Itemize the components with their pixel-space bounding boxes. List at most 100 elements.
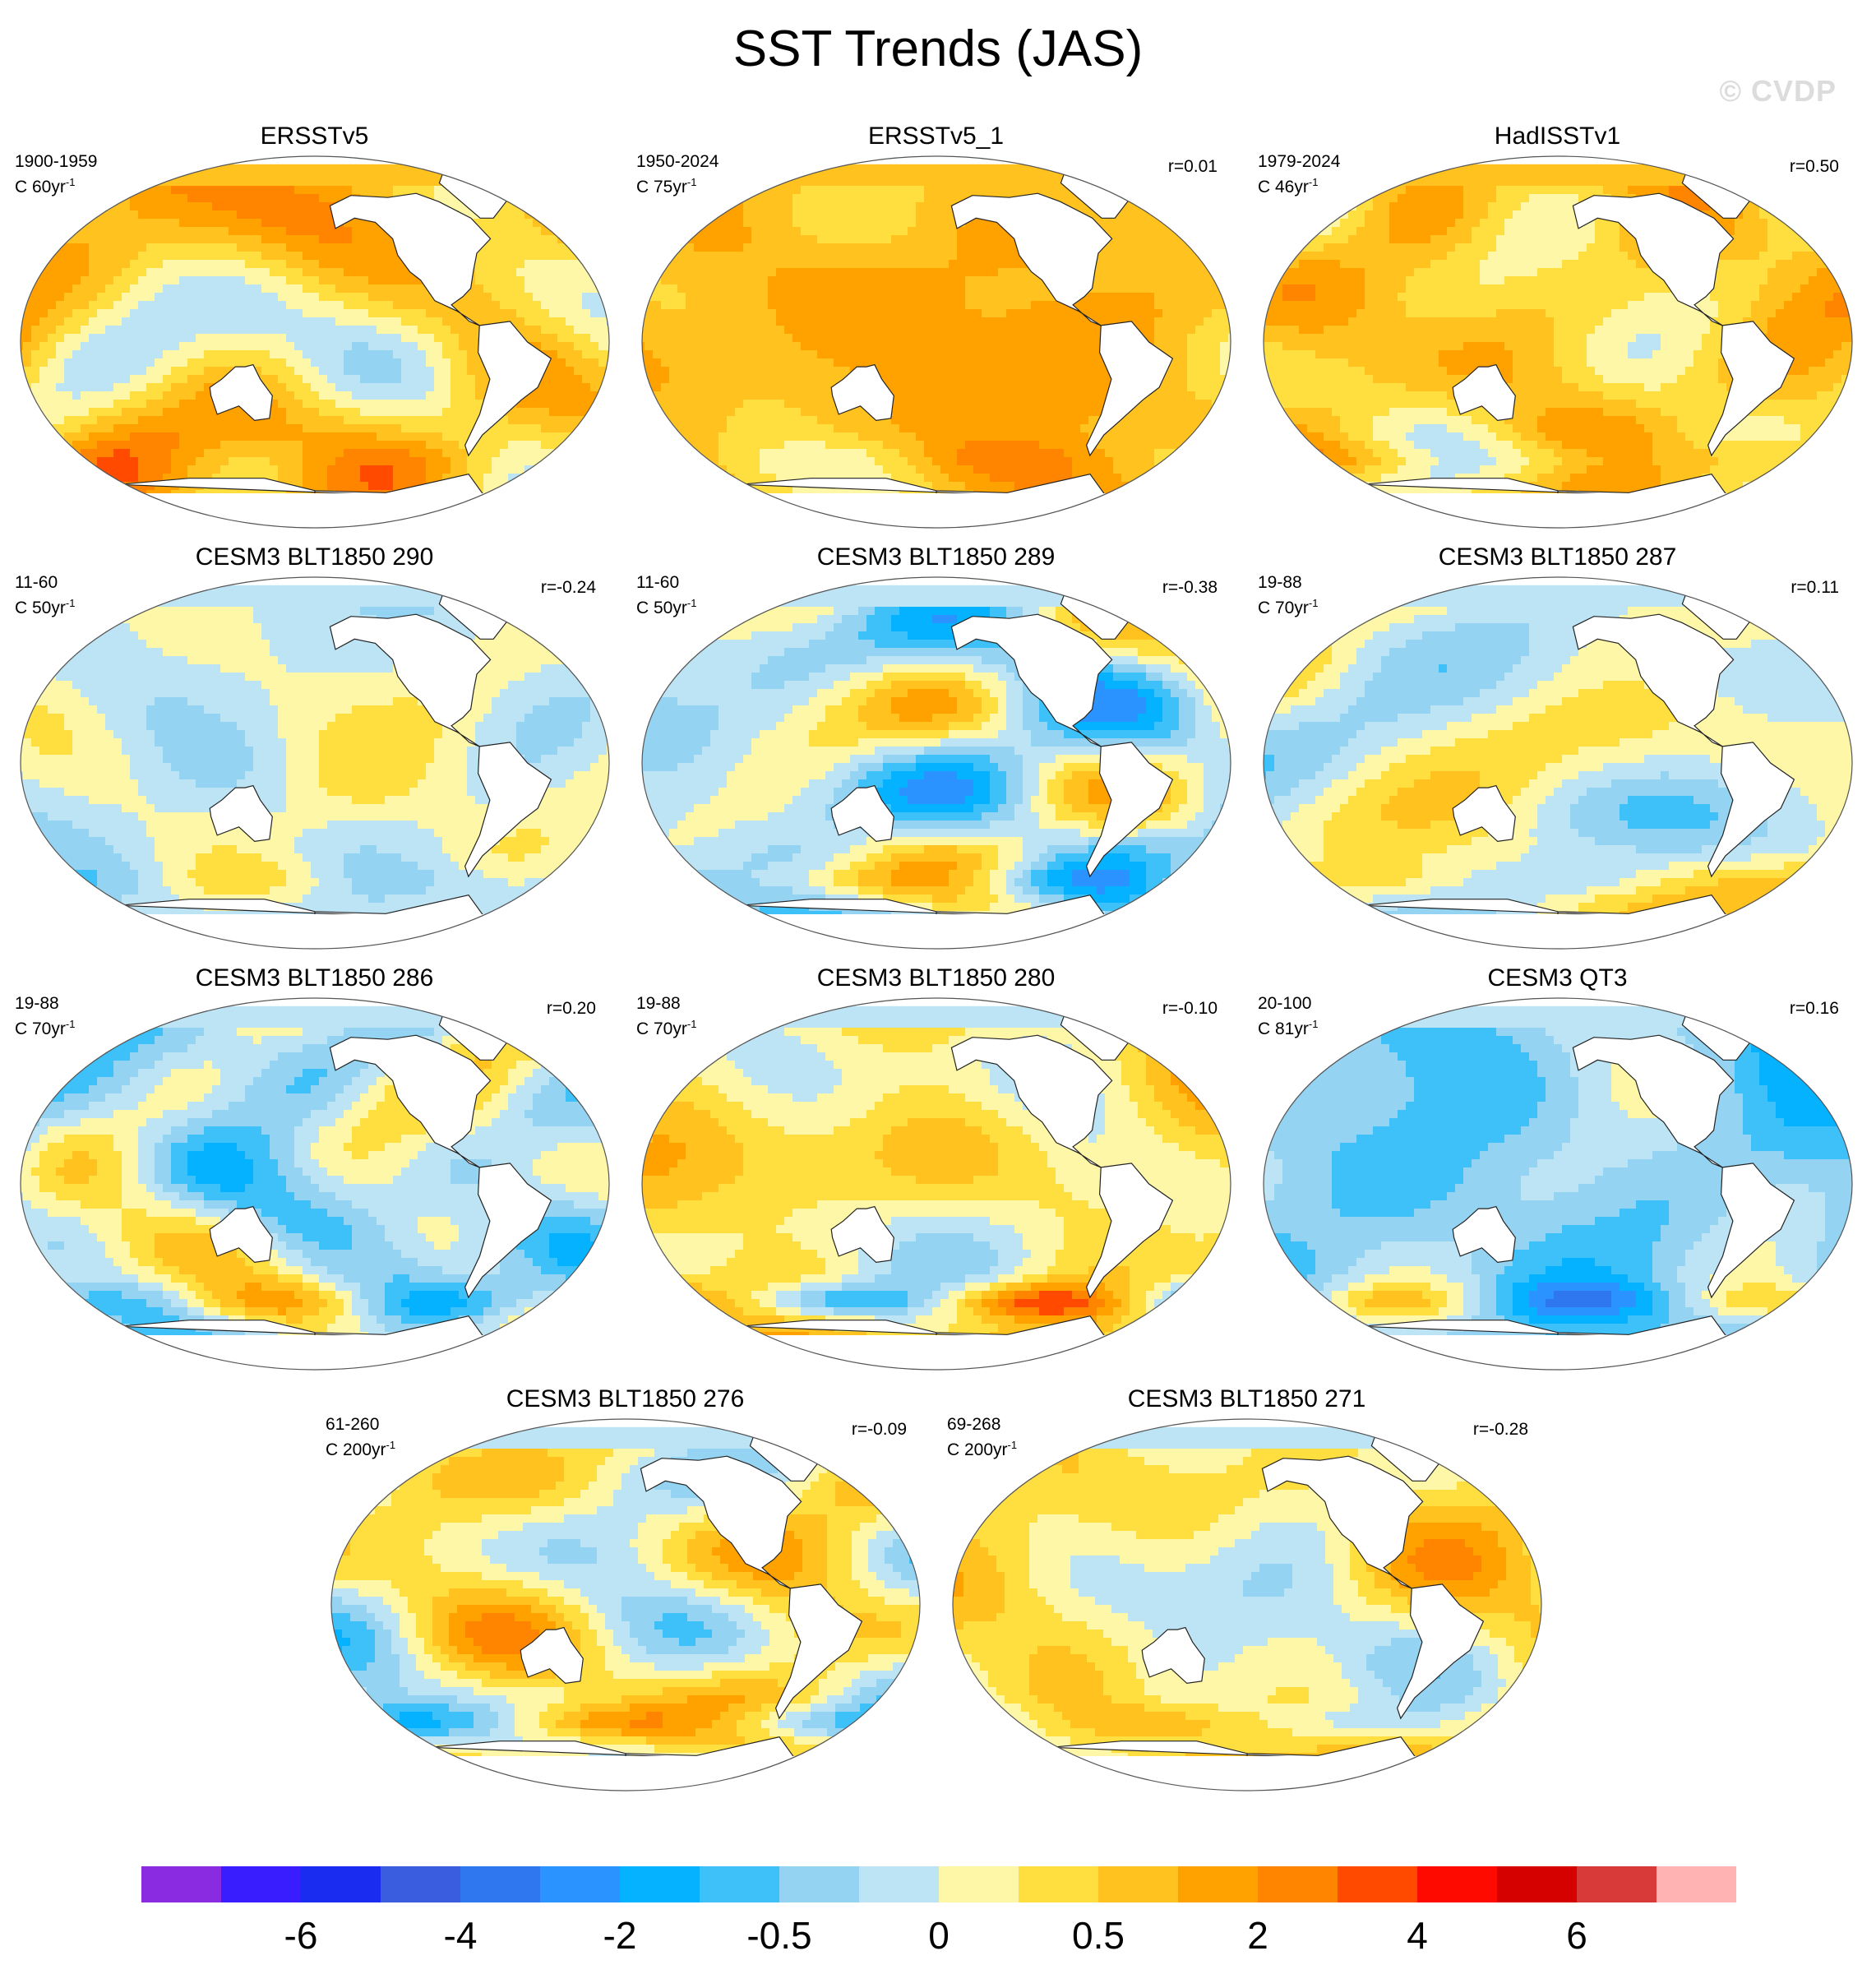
panel-pattern-correlation: r=0.16: [1790, 998, 1839, 1019]
map-outline: [20, 155, 610, 529]
landmass-south-america: [1085, 1163, 1174, 1299]
panel-period: 1979-2024: [1258, 151, 1340, 172]
panel-pattern-correlation: r=-0.09: [852, 1419, 907, 1440]
sst-trend-map: [1263, 997, 1853, 1371]
landmass-north-america: [950, 613, 1113, 747]
colorbar-swatch: [700, 1866, 779, 1902]
sst-trend-map: [330, 1418, 921, 1791]
landmass-antarctica-band: [21, 493, 609, 528]
panel-pattern-correlation: r=0.01: [1168, 156, 1218, 177]
landmass-south-america: [1085, 321, 1174, 457]
map-panel: CESM3 BLT1850 286 19-88 C 70yr-1 r=0.20: [8, 964, 621, 1375]
sst-trend-map: [20, 155, 610, 529]
panel-period: 19-88: [15, 993, 59, 1014]
landmass-south-america: [774, 1583, 863, 1720]
map-panel: CESM3 BLT1850 276 61-260 C 200yr-1 r=-0.09: [319, 1385, 931, 1796]
landmass-australia: [1452, 784, 1516, 843]
panel-title: CESM3 BLT1850 290: [8, 543, 621, 572]
panel-title: HadISSTv1: [1251, 122, 1864, 151]
landmass-north-america: [1572, 192, 1735, 326]
colorbar-swatch: [1019, 1866, 1098, 1902]
panel-pattern-correlation: r=-0.24: [541, 577, 596, 598]
landmass-antarctica-band: [953, 1756, 1541, 1791]
landmass-south-america: [464, 321, 552, 457]
colorbar-swatch: [1178, 1866, 1258, 1902]
panel-period: 1900-1959: [15, 151, 97, 172]
sst-trend-map: [20, 997, 610, 1371]
colorbar-tick-label: 6: [1566, 1914, 1587, 1957]
landmass-north-america: [1572, 1034, 1735, 1168]
landmass-north-america: [640, 1455, 802, 1589]
panel-period: 61-260: [326, 1414, 379, 1435]
map-panel: HadISSTv1 1979-2024 C 46yr-1 r=0.50: [1251, 122, 1864, 533]
map-outline: [1263, 576, 1853, 950]
sst-trend-map: [952, 1418, 1542, 1791]
map-panel: CESM3 BLT1850 271 69-268 C 200yr-1 r=-0.28: [940, 1385, 1553, 1796]
panel-contour-interval: C 81yr-1: [1258, 1014, 1318, 1039]
panel-contour-interval: C 70yr-1: [1258, 593, 1318, 618]
colorbar-swatch: [381, 1866, 460, 1902]
landmass-north-america: [329, 613, 492, 747]
sst-trend-map: [641, 997, 1231, 1371]
landmass-south-america: [1707, 742, 1795, 878]
map-panel: CESM3 BLT1850 289 11-60 C 50yr-1 r=-0.38: [630, 543, 1242, 954]
landmass-north-america: [950, 1034, 1113, 1168]
panel-pattern-correlation: r=0.20: [547, 998, 596, 1019]
panel-contour-interval: C 50yr-1: [636, 593, 696, 618]
map-outline: [1263, 155, 1853, 529]
landmass-australia: [1452, 1205, 1516, 1264]
colorbar-swatch: [141, 1866, 221, 1902]
panel-period: 69-268: [947, 1414, 1000, 1435]
panel-pattern-correlation: r=0.11: [1791, 577, 1839, 598]
panel-contour-interval: C 46yr-1: [1258, 172, 1318, 197]
map-panel: CESM3 BLT1850 290 11-60 C 50yr-1 r=-0.24: [8, 543, 621, 954]
colorbar-swatch: [1577, 1866, 1657, 1902]
map-panel: ERSSTv5_1 1950-2024 C 75yr-1 r=0.01: [630, 122, 1242, 533]
colorbar-swatch: [620, 1866, 700, 1902]
landmass-south-america: [1396, 1583, 1485, 1720]
panel-pattern-correlation: r=0.50: [1790, 156, 1839, 177]
colorbar-tick-label: 0: [928, 1914, 950, 1957]
landmass-australia: [830, 784, 894, 843]
colorbar-tick-label: 0.5: [1072, 1914, 1125, 1957]
sst-trend-map: [20, 576, 610, 950]
colorbar: -6 -4 -2 -0.5 0 0.5 2 4 6: [141, 1866, 1736, 1957]
panel-title: CESM3 BLT1850 280: [630, 964, 1242, 993]
landmass-australia: [830, 363, 894, 422]
colorbar-swatch: [460, 1866, 540, 1902]
landmass-north-america: [1572, 613, 1735, 747]
panel-contour-interval: C 70yr-1: [15, 1014, 75, 1039]
map-outline: [641, 155, 1231, 529]
landmass-australia: [1141, 1626, 1205, 1685]
panel-contour-interval: C 70yr-1: [636, 1014, 696, 1039]
page-title: SST Trends (JAS): [0, 16, 1876, 82]
sst-trend-map: [1263, 155, 1853, 529]
colorbar-swatch: [1417, 1866, 1497, 1902]
landmass-antarctica-band: [1264, 1335, 1852, 1370]
panel-period: 20-100: [1258, 993, 1311, 1014]
sst-trend-map: [1263, 576, 1853, 950]
colorbar-swatch: [1497, 1866, 1577, 1902]
landmass-antarctica-band: [331, 1756, 920, 1791]
landmass-australia: [209, 363, 273, 422]
panel-pattern-correlation: r=-0.38: [1162, 577, 1218, 598]
landmass-australia: [830, 1205, 894, 1264]
landmass-antarctica-band: [21, 1335, 609, 1370]
panel-title: CESM3 QT3: [1251, 964, 1864, 993]
map-outline: [330, 1418, 921, 1791]
colorbar-tick-label: 4: [1407, 1914, 1428, 1957]
colorbar-swatch: [540, 1866, 620, 1902]
map-outline: [20, 576, 610, 950]
landmass-australia: [209, 784, 273, 843]
landmass-australia: [1452, 363, 1516, 422]
panel-contour-interval: C 50yr-1: [15, 593, 75, 618]
landmass-south-america: [1707, 321, 1795, 457]
colorbar-swatch: [221, 1866, 301, 1902]
colorbar-swatch: [859, 1866, 939, 1902]
colorbar-swatch: [1657, 1866, 1736, 1902]
landmass-australia: [209, 1205, 273, 1264]
map-outline: [641, 997, 1231, 1371]
landmass-antarctica-band: [642, 1335, 1231, 1370]
landmass-south-america: [1085, 742, 1174, 878]
panel-contour-interval: C 200yr-1: [947, 1435, 1017, 1460]
